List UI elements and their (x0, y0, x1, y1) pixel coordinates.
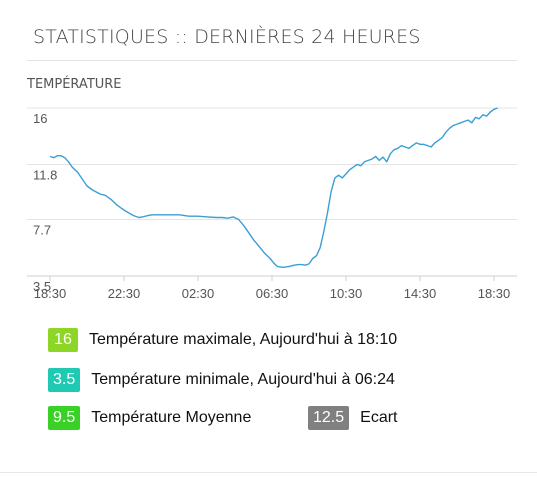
avg-temperature-row: 9.5 Température Moyenne (48, 406, 251, 430)
y-tick-label: 16 (33, 111, 47, 126)
temperature-chart: 3.5 7.7 11.8 16 18:30 22:30 02:30 06:30 10:30 14… (27, 107, 517, 301)
y-tick-label: 7.7 (33, 223, 51, 238)
ecart-badge: 12.5 (308, 406, 350, 430)
min-temperature-badge: 3.5 (48, 368, 81, 392)
max-temperature-row: 16 Température maximale, Aujourd'hui à 1… (48, 328, 397, 352)
ecart-row: 12.5 Ecart (308, 406, 397, 430)
title-divider (27, 60, 517, 61)
x-tick-label: 10:30 (330, 286, 363, 301)
min-temperature-row: 3.5 Température minimale, Aujourd'hui à … (48, 368, 395, 392)
temperature-series-line (49, 107, 498, 268)
x-tick-label: 18:30 (478, 286, 511, 301)
max-temperature-badge: 16 (48, 328, 78, 352)
x-tick-label: 14:30 (404, 286, 437, 301)
min-temperature-label: Température minimale, Aujourd'hui à 06:2… (91, 371, 395, 388)
ecart-label: Ecart (360, 409, 398, 426)
x-tick-label: 22:30 (108, 286, 141, 301)
page-title: STATISTIQUES :: DERNIÈRES 24 HEURES (33, 26, 421, 48)
x-tick-label: 06:30 (256, 286, 289, 301)
x-tick-label: 18:30 (34, 286, 67, 301)
max-temperature-label: Température maximale, Aujourd'hui à 18:1… (89, 331, 398, 348)
x-tick-label: 02:30 (182, 286, 215, 301)
bottom-divider (0, 472, 537, 473)
avg-temperature-badge: 9.5 (48, 406, 81, 430)
y-tick-label: 3.5 (33, 279, 51, 294)
avg-temperature-label: Température Moyenne (91, 409, 252, 426)
chart-title: TEMPÉRATURE (27, 77, 122, 92)
y-tick-label: 11.8 (33, 167, 57, 182)
